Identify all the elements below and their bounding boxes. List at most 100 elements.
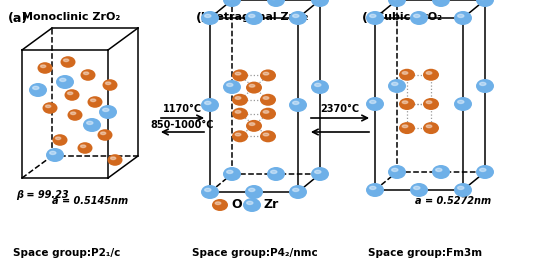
Ellipse shape [458,186,464,190]
Ellipse shape [436,168,442,171]
Ellipse shape [80,145,86,148]
Ellipse shape [366,183,384,197]
Ellipse shape [201,185,219,199]
Text: a = 0.5272nm: a = 0.5272nm [415,196,491,206]
Ellipse shape [426,72,432,74]
Ellipse shape [232,130,248,142]
Text: (c): (c) [362,12,381,25]
Ellipse shape [388,0,406,7]
Ellipse shape [388,79,406,93]
Ellipse shape [87,96,102,108]
Ellipse shape [205,101,211,104]
Ellipse shape [410,183,428,197]
Ellipse shape [311,80,329,94]
Ellipse shape [263,72,269,75]
Ellipse shape [227,83,233,87]
Text: 850-1000°C: 850-1000°C [151,120,214,130]
Ellipse shape [370,100,376,104]
Ellipse shape [480,168,486,171]
Ellipse shape [311,167,329,181]
Ellipse shape [56,137,60,140]
Text: Tetragonal ZrO₂: Tetragonal ZrO₂ [210,12,309,22]
Ellipse shape [432,165,450,179]
Ellipse shape [263,111,269,113]
Ellipse shape [80,69,96,81]
Text: β = 99.23: β = 99.23 [16,190,69,200]
Ellipse shape [271,170,277,174]
Ellipse shape [289,185,307,199]
Ellipse shape [476,0,494,7]
Ellipse shape [263,97,269,99]
Text: a = 0.5145nm: a = 0.5145nm [52,196,128,206]
Ellipse shape [458,100,464,104]
Ellipse shape [245,11,263,25]
Ellipse shape [315,83,321,87]
Text: 1170°C: 1170°C [163,104,202,114]
Ellipse shape [476,79,494,93]
Ellipse shape [46,105,51,108]
Text: (a): (a) [8,12,28,25]
Ellipse shape [232,69,248,81]
Ellipse shape [212,199,228,211]
Ellipse shape [246,120,262,132]
Ellipse shape [97,129,113,141]
Ellipse shape [64,89,80,101]
Ellipse shape [426,101,432,104]
Ellipse shape [410,11,428,25]
Ellipse shape [399,69,415,81]
Ellipse shape [111,157,116,160]
Ellipse shape [293,188,299,191]
Ellipse shape [476,165,494,179]
Ellipse shape [245,185,263,199]
Ellipse shape [106,82,111,85]
Ellipse shape [249,14,255,17]
Ellipse shape [29,83,47,97]
Ellipse shape [223,167,241,181]
Ellipse shape [454,183,472,197]
Ellipse shape [32,86,39,89]
Ellipse shape [402,101,408,104]
Ellipse shape [232,94,248,106]
Ellipse shape [260,130,276,142]
Text: (b): (b) [196,12,217,25]
Ellipse shape [235,133,241,136]
Text: 2370°C: 2370°C [321,104,360,114]
Ellipse shape [432,0,450,7]
Ellipse shape [315,170,321,174]
Ellipse shape [99,105,117,119]
Ellipse shape [83,118,101,132]
Ellipse shape [37,62,52,74]
Ellipse shape [423,69,439,81]
Ellipse shape [402,72,408,74]
Ellipse shape [289,11,307,25]
Ellipse shape [311,0,329,7]
Ellipse shape [102,79,118,91]
Text: Zr: Zr [264,198,279,211]
Ellipse shape [454,97,472,111]
Ellipse shape [205,14,211,17]
Ellipse shape [263,133,269,136]
Ellipse shape [235,111,241,113]
Ellipse shape [46,148,64,162]
Ellipse shape [260,69,276,81]
Ellipse shape [399,98,415,110]
Ellipse shape [370,186,376,190]
Text: Monoclinic ZrO₂: Monoclinic ZrO₂ [22,12,120,22]
Ellipse shape [458,14,464,17]
Ellipse shape [392,168,398,171]
Ellipse shape [426,125,432,128]
Text: Space group:P2₁/c: Space group:P2₁/c [13,248,120,258]
Ellipse shape [235,72,241,75]
Ellipse shape [392,82,398,85]
Ellipse shape [260,94,276,106]
Ellipse shape [423,98,439,110]
Ellipse shape [388,165,406,179]
Ellipse shape [70,112,76,115]
Ellipse shape [56,75,74,89]
Ellipse shape [107,154,123,166]
Ellipse shape [260,108,276,120]
Ellipse shape [370,14,376,17]
Ellipse shape [103,108,109,112]
Ellipse shape [249,188,255,191]
Ellipse shape [399,122,415,134]
